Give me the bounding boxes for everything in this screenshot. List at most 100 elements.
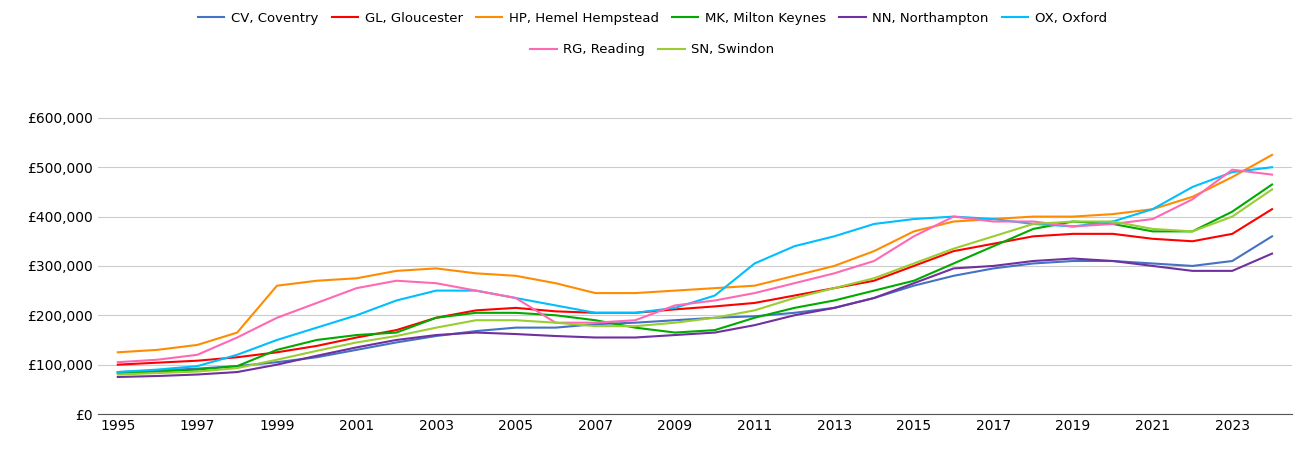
SN, Swindon [587,324,603,329]
MK, Milton Keynes [985,243,1001,249]
GL, Gloucester [548,309,564,314]
Line: GL, Gloucester: GL, Gloucester [117,209,1272,364]
MK, Milton Keynes [1065,219,1081,224]
CV, Coventry [548,325,564,330]
MK, Milton Keynes [628,325,643,330]
NN, Northampton [548,333,564,339]
NN, Northampton [348,345,364,350]
MK, Milton Keynes [348,333,364,338]
Line: HP, Hemel Hempstead: HP, Hemel Hempstead [117,155,1272,352]
CV, Coventry [1144,261,1160,266]
HP, Hemel Hempstead [508,273,523,279]
GL, Gloucester [150,360,166,365]
MK, Milton Keynes [428,315,444,320]
OX, Oxford [269,337,284,342]
RG, Reading [1065,224,1081,229]
RG, Reading [1224,167,1240,172]
MK, Milton Keynes [746,315,762,320]
HP, Hemel Hempstead [906,229,921,234]
Legend: RG, Reading, SN, Swindon: RG, Reading, SN, Swindon [525,38,780,62]
GL, Gloucester [707,304,723,309]
MK, Milton Keynes [389,330,405,335]
RG, Reading [468,288,484,293]
NN, Northampton [389,337,405,342]
GL, Gloucester [1224,231,1240,237]
HP, Hemel Hempstead [1265,152,1280,158]
RG, Reading [1265,172,1280,177]
HP, Hemel Hempstead [269,283,284,288]
MK, Milton Keynes [1144,229,1160,234]
OX, Oxford [1185,184,1201,189]
CV, Coventry [1065,258,1081,264]
OX, Oxford [667,305,683,310]
MK, Milton Keynes [1224,209,1240,214]
NN, Northampton [1224,268,1240,274]
HP, Hemel Hempstead [787,273,803,279]
RG, Reading [189,352,205,357]
RG, Reading [389,278,405,284]
CV, Coventry [309,355,325,360]
MK, Milton Keynes [468,310,484,315]
NN, Northampton [587,335,603,340]
MK, Milton Keynes [867,288,882,293]
CV, Coventry [985,266,1001,271]
OX, Oxford [1224,170,1240,175]
HP, Hemel Hempstead [587,290,603,296]
MK, Milton Keynes [946,261,962,266]
OX, Oxford [150,367,166,372]
NN, Northampton [189,372,205,377]
NN, Northampton [1144,263,1160,269]
OX, Oxford [309,325,325,330]
RG, Reading [787,280,803,286]
RG, Reading [867,258,882,264]
SN, Swindon [946,246,962,252]
OX, Oxford [826,234,842,239]
HP, Hemel Hempstead [1185,194,1201,199]
SN, Swindon [746,308,762,313]
SN, Swindon [389,333,405,339]
SN, Swindon [867,275,882,281]
NN, Northampton [508,331,523,337]
RG, Reading [946,214,962,219]
RG, Reading [1185,197,1201,202]
HP, Hemel Hempstead [389,268,405,274]
SN, Swindon [348,340,364,345]
GL, Gloucester [1105,231,1121,237]
MK, Milton Keynes [1265,182,1280,187]
CV, Coventry [707,315,723,320]
GL, Gloucester [587,310,603,315]
MK, Milton Keynes [787,305,803,310]
RG, Reading [985,219,1001,224]
HP, Hemel Hempstead [707,285,723,291]
OX, Oxford [230,352,245,357]
NN, Northampton [946,266,962,271]
SN, Swindon [1026,221,1041,227]
MK, Milton Keynes [1026,226,1041,232]
NN, Northampton [269,362,284,367]
CV, Coventry [946,273,962,279]
HP, Hemel Hempstead [189,342,205,347]
HP, Hemel Hempstead [1026,214,1041,219]
RG, Reading [230,335,245,340]
GL, Gloucester [906,263,921,269]
RG, Reading [587,320,603,325]
MK, Milton Keynes [826,298,842,303]
CV, Coventry [1026,261,1041,266]
NN, Northampton [150,374,166,379]
HP, Hemel Hempstead [1144,207,1160,212]
OX, Oxford [189,364,205,369]
HP, Hemel Hempstead [985,216,1001,222]
MK, Milton Keynes [548,313,564,318]
MK, Milton Keynes [707,328,723,333]
MK, Milton Keynes [110,370,125,376]
HP, Hemel Hempstead [867,248,882,254]
HP, Hemel Hempstead [110,350,125,355]
CV, Coventry [906,283,921,288]
MK, Milton Keynes [508,310,523,315]
MK, Milton Keynes [309,337,325,342]
SN, Swindon [468,318,484,323]
OX, Oxford [110,369,125,375]
CV, Coventry [787,310,803,315]
MK, Milton Keynes [667,330,683,335]
OX, Oxford [348,313,364,318]
